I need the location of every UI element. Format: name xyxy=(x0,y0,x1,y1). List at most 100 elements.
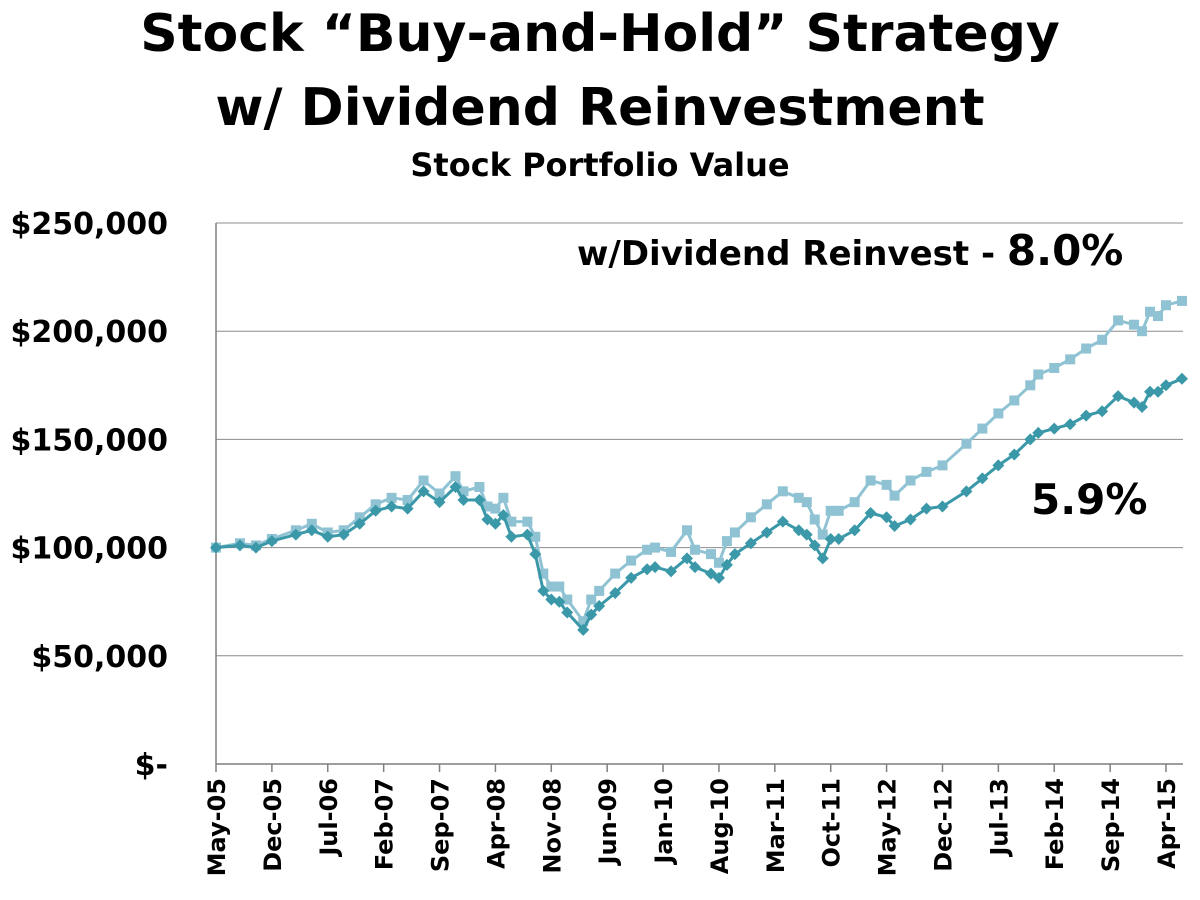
data-point-square xyxy=(586,594,597,605)
data-point-diamond xyxy=(920,502,933,515)
x-axis-ticks: May-05 Dec-05 Jul-06 Feb-07 Sep-07 Apr-08 Nov-… xyxy=(203,764,1181,876)
data-point-diamond xyxy=(665,565,678,578)
data-point-diamond xyxy=(776,515,789,528)
data-point-diamond xyxy=(449,481,462,494)
data-point-square xyxy=(506,516,517,527)
gridlines xyxy=(216,222,1183,657)
data-point-square xyxy=(745,512,756,523)
data-point-square xyxy=(1145,306,1156,317)
data-point-diamond xyxy=(681,552,694,565)
data-point-diamond xyxy=(337,528,350,541)
data-point-square xyxy=(666,546,677,557)
data-point-square xyxy=(777,486,788,497)
data-point-square xyxy=(650,542,661,553)
data-point-square xyxy=(1033,369,1044,380)
data-point-square xyxy=(801,497,812,508)
data-point-diamond xyxy=(888,519,901,532)
data-point-square xyxy=(809,514,820,525)
dividend-annotation-rate: 8.0% xyxy=(1007,226,1123,275)
data-point-diamond xyxy=(289,528,302,541)
data-point-square xyxy=(1153,311,1164,322)
data-point-diamond xyxy=(1152,385,1165,398)
data-point-diamond xyxy=(1064,418,1077,431)
data-point-diamond xyxy=(936,500,949,513)
data-point-diamond xyxy=(433,496,446,509)
data-point-square xyxy=(562,594,573,605)
data-point-diamond xyxy=(529,548,542,561)
data-point-square xyxy=(1097,334,1108,345)
data-point-diamond xyxy=(816,552,829,565)
dividend-annotation: w/Dividend Reinvest - 8.0% xyxy=(577,226,1123,275)
data-point-square xyxy=(1081,343,1092,354)
data-point-diamond xyxy=(720,558,733,571)
data-point-diamond xyxy=(233,539,246,552)
data-point-diamond xyxy=(609,587,622,600)
data-point-diamond xyxy=(305,524,318,537)
series-without-reinvest xyxy=(210,372,1188,636)
data-point-square xyxy=(482,501,493,512)
data-point-diamond xyxy=(649,561,662,574)
data-point-square xyxy=(865,475,876,486)
data-point-square xyxy=(1025,380,1036,391)
x-tick-label: Jul-13 xyxy=(985,778,1013,858)
data-point-square xyxy=(418,475,429,486)
data-point-square xyxy=(817,529,828,540)
data-point-diamond xyxy=(457,493,470,506)
data-point-square xyxy=(594,585,605,596)
data-point-diamond xyxy=(864,506,877,519)
data-point-square xyxy=(386,492,397,503)
data-point-diamond xyxy=(880,511,893,524)
data-point-diamond xyxy=(497,509,510,522)
series-dividend-reinvest xyxy=(211,295,1187,627)
data-point-square xyxy=(554,581,565,592)
data-point-square xyxy=(610,568,621,579)
data-point-diamond xyxy=(537,584,550,597)
x-tick-label: Feb-07 xyxy=(371,778,399,870)
data-point-square xyxy=(881,479,892,490)
x-tick-label: Apr-08 xyxy=(482,778,510,869)
data-point-diamond xyxy=(489,517,502,530)
data-point-diamond xyxy=(593,600,606,613)
data-point-square xyxy=(538,568,549,579)
data-point-diamond xyxy=(210,541,222,554)
data-point-diamond xyxy=(1112,390,1125,403)
x-tick-label: Sep-07 xyxy=(427,778,455,872)
data-point-square xyxy=(1129,319,1140,330)
data-point-square xyxy=(458,486,469,497)
data-point-square xyxy=(1065,354,1076,365)
data-point-square xyxy=(921,466,932,477)
data-point-diamond xyxy=(1080,409,1093,422)
data-point-diamond xyxy=(553,595,566,608)
y-tick-label: $200,000 xyxy=(10,315,168,350)
x-tick-label: Jul-06 xyxy=(315,778,343,858)
series-line xyxy=(215,299,1183,623)
data-point-square xyxy=(721,536,732,547)
data-point-square xyxy=(402,494,413,505)
data-point-diamond xyxy=(704,567,717,580)
x-tick-label: Dec-12 xyxy=(929,778,957,872)
data-point-diamond xyxy=(1144,385,1157,398)
data-point-square xyxy=(761,499,772,510)
data-point-diamond xyxy=(1175,372,1188,385)
data-point-square xyxy=(993,408,1004,419)
data-point-square xyxy=(306,518,317,529)
x-tick-label: May-05 xyxy=(203,778,231,876)
y-tick-label: $- xyxy=(135,748,168,783)
data-point-square xyxy=(889,490,900,501)
data-point-square xyxy=(905,475,916,486)
data-point-diamond xyxy=(960,485,973,498)
data-point-diamond xyxy=(1024,433,1037,446)
data-point-diamond xyxy=(992,459,1005,472)
data-point-diamond xyxy=(1160,379,1172,392)
data-point-diamond xyxy=(577,623,590,636)
data-point-square xyxy=(705,549,716,560)
data-point-square xyxy=(1137,326,1148,337)
dividend-annotation-label: w/Dividend Reinvest - xyxy=(577,234,1007,274)
data-point-diamond xyxy=(904,513,917,526)
data-point-diamond xyxy=(1136,400,1149,413)
chart-subtitle: Stock Portfolio Value xyxy=(410,146,790,184)
y-axis-ticks: $- $50,000 $100,000 $150,000 $200,000 $250,00… xyxy=(10,207,168,783)
data-point-diamond xyxy=(1008,448,1021,461)
data-point-diamond xyxy=(976,472,989,485)
